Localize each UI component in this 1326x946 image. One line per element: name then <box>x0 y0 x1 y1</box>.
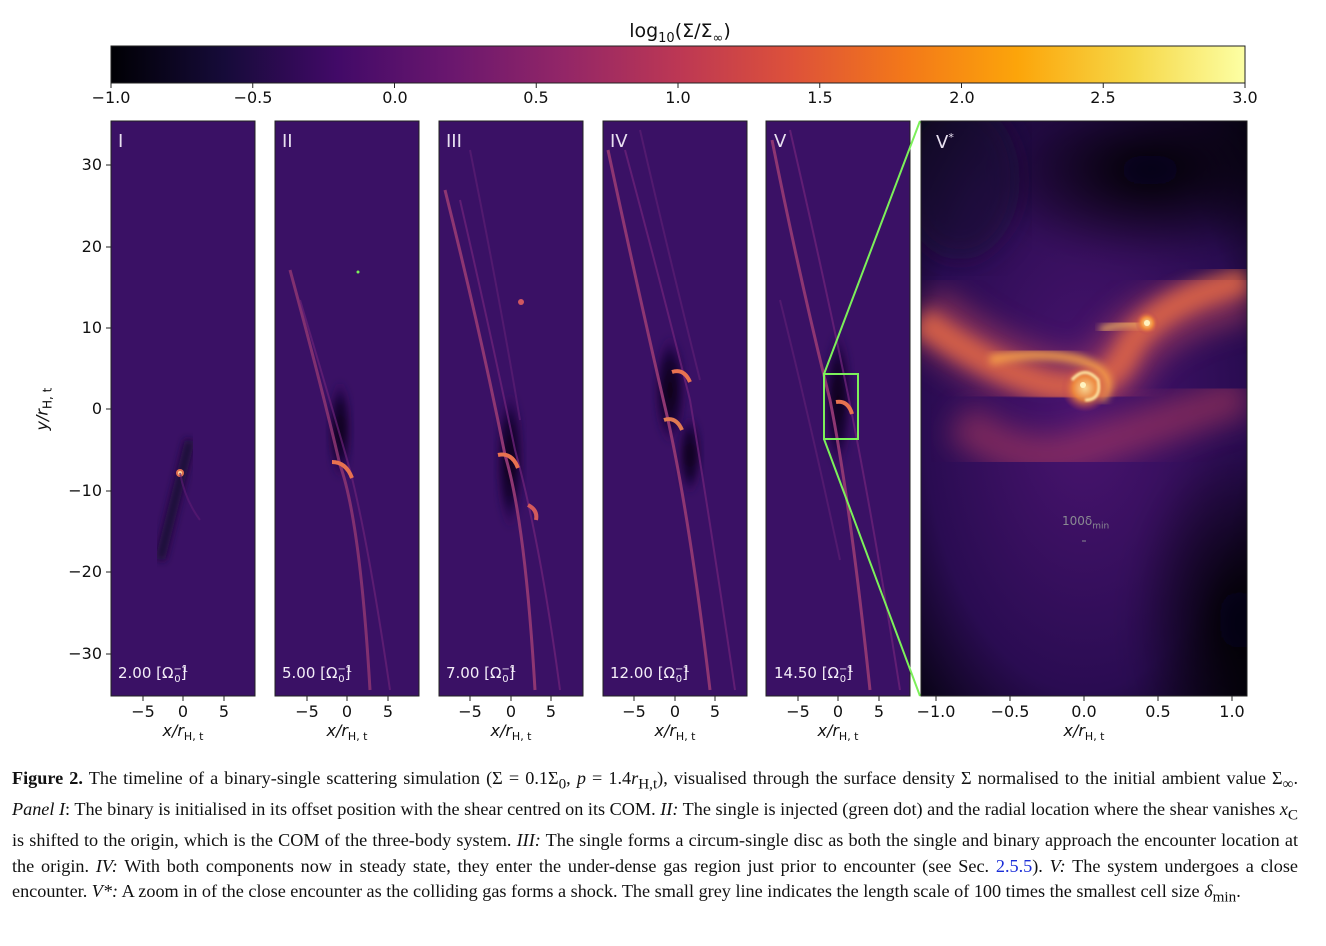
x-tick: 0 <box>341 702 353 721</box>
colorbar-title: log10(Σ/Σ∞) <box>629 20 731 46</box>
y-tick: 30 <box>81 155 102 174</box>
x-tick: −1.0 <box>916 702 956 721</box>
y-tick: 0 <box>91 399 102 418</box>
colorbar-tick: 3.0 <box>1232 88 1258 107</box>
panel-label: IV <box>610 131 628 152</box>
colorbar-tick: 2.5 <box>1090 88 1116 107</box>
x-tick: 5 <box>218 702 230 721</box>
panel-2 <box>274 120 420 697</box>
section-link[interactable]: 2.5.5 <box>995 855 1033 876</box>
y-tick: 10 <box>81 318 102 337</box>
zoom-box <box>823 373 859 440</box>
time-label: 12.00 [Ω−10] <box>610 664 690 685</box>
x-axis-label: x/rH, t <box>817 721 859 744</box>
panel-1 <box>110 120 256 697</box>
x-tick: −5 <box>458 702 482 721</box>
y-tick: −20 <box>68 562 102 581</box>
colorbar-tick: 0.5 <box>523 88 549 107</box>
x-tick: −0.5 <box>990 702 1030 721</box>
colorbar-tick: −1.0 <box>91 88 131 107</box>
colorbar-tick: 1.0 <box>665 88 691 107</box>
panel-label-zoom: V* <box>936 131 954 153</box>
x-tick: 5 <box>382 702 394 721</box>
x-tick: 0 <box>505 702 517 721</box>
time-label: 2.00 [Ω−10] <box>118 664 189 685</box>
time-label: 14.50 [Ω−10] <box>774 664 854 685</box>
panel-zoom <box>920 120 1248 697</box>
panel-3 <box>438 120 584 697</box>
colorbar-tick: −0.5 <box>233 88 273 107</box>
x-tick: 0 <box>669 702 681 721</box>
x-tick: 0.5 <box>1145 702 1171 721</box>
x-tick: 0 <box>177 702 189 721</box>
x-axis-label: x/rH, t <box>490 721 532 744</box>
panel-label: III <box>446 131 462 152</box>
colorbar-tick: 1.5 <box>807 88 833 107</box>
x-tick: 1.0 <box>1219 702 1245 721</box>
time-label: 7.00 [Ω−10] <box>446 664 517 685</box>
time-label: 5.00 [Ω−10] <box>282 664 353 685</box>
x-tick: 0 <box>832 702 844 721</box>
colorbar-tick: 0.0 <box>382 88 408 107</box>
colorbar-ticks <box>110 83 1246 88</box>
figure-canvas <box>106 45 1248 701</box>
x-axis-label: x/rH, t <box>1063 721 1105 744</box>
x-axis-label: x/rH, t <box>326 721 368 744</box>
panel-4 <box>602 120 748 697</box>
panel-label: I <box>118 131 124 152</box>
zoom-line-top <box>823 120 921 375</box>
panel-label: II <box>282 131 293 152</box>
y-tick: −10 <box>68 481 102 500</box>
y-tick-marks <box>106 164 111 655</box>
colorbar <box>110 45 1246 84</box>
colorbar-tick: 2.0 <box>949 88 975 107</box>
x-axis-label: x/rH, t <box>654 721 696 744</box>
figure-caption: Figure 2. The timeline of a binary-singl… <box>12 768 1299 906</box>
x-tick: 5 <box>709 702 721 721</box>
x-tick: 5 <box>545 702 557 721</box>
x-tick: −5 <box>131 702 155 721</box>
y-tick: −30 <box>68 644 102 663</box>
x-tick: 0.0 <box>1071 702 1097 721</box>
x-tick: 5 <box>873 702 885 721</box>
x-tick: −5 <box>295 702 319 721</box>
panel-label: V <box>774 131 787 152</box>
x-axis-label: x/rH, t <box>162 721 204 744</box>
x-tick: −5 <box>622 702 646 721</box>
x-tick-marks <box>142 696 1233 701</box>
zoom-line-bottom <box>823 438 921 697</box>
scale-label: 100δmin <box>1062 514 1110 532</box>
y-tick: 20 <box>81 237 102 256</box>
x-tick: −5 <box>786 702 810 721</box>
panel-5 <box>765 120 911 697</box>
